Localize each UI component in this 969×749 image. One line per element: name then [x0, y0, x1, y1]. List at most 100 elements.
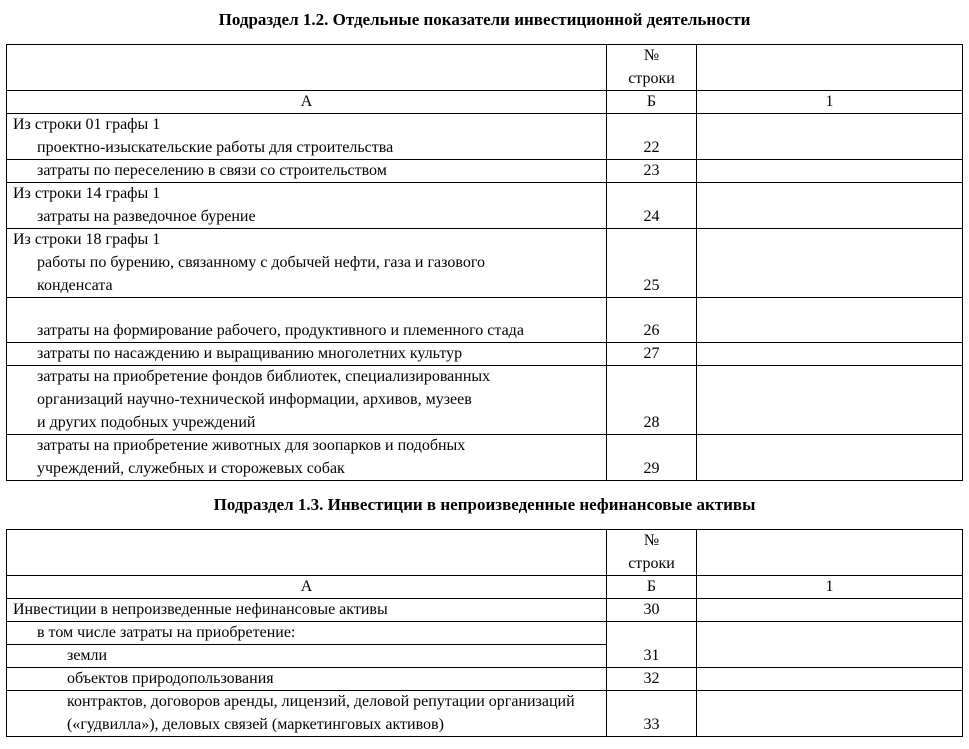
cell-1 — [697, 366, 963, 389]
table-row: Из строки 18 графы 1 — [7, 229, 963, 252]
header-num-top: № — [607, 530, 697, 553]
table-row: затраты на приобретение животных для зоо… — [7, 435, 963, 458]
cell-a: конденсата — [7, 275, 607, 298]
section-2-title: Подраздел 1.3. Инвестиции в непроизведен… — [6, 495, 963, 515]
cell-b: 29 — [607, 458, 697, 481]
cell-a: контрактов, договоров аренды, лицензий, … — [7, 691, 607, 714]
cell-1 — [697, 714, 963, 737]
header-col-a: А — [7, 91, 607, 114]
cell-a: Инвестиции в непроизведенные нефинансовы… — [7, 599, 607, 622]
table-row: объектов природопользования32 — [7, 668, 963, 691]
cell-a: затраты по переселению в связи со строит… — [7, 160, 607, 183]
table-row: конденсата25 — [7, 275, 963, 298]
table-row: и других подобных учреждений28 — [7, 412, 963, 435]
table-header-row: № — [7, 530, 963, 553]
cell-a — [7, 298, 607, 320]
header-a-blank2 — [7, 553, 607, 576]
table-row: Из строки 01 графы 1 — [7, 114, 963, 137]
cell-1 — [697, 137, 963, 160]
cell-b — [607, 229, 697, 252]
cell-b: 24 — [607, 206, 697, 229]
cell-1 — [697, 458, 963, 481]
cell-b — [607, 691, 697, 714]
header-col-b: Б — [607, 91, 697, 114]
cell-a: Из строки 18 графы 1 — [7, 229, 607, 252]
cell-a: организаций научно-технической информаци… — [7, 389, 607, 412]
cell-1 — [697, 645, 963, 668]
cell-a: затраты на приобретение животных для зоо… — [7, 435, 607, 458]
cell-b: 33 — [607, 714, 697, 737]
cell-1 — [697, 435, 963, 458]
table-row: затраты на разведочное бурение24 — [7, 206, 963, 229]
cell-1 — [697, 183, 963, 206]
cell-1 — [697, 229, 963, 252]
table-row: земли31 — [7, 645, 963, 668]
cell-b — [607, 435, 697, 458]
cell-a: учреждений, служебных и сторожевых собак — [7, 458, 607, 481]
table-row: учреждений, служебных и сторожевых собак… — [7, 458, 963, 481]
table-header-letters: АБ1 — [7, 576, 963, 599]
table-row: затраты по насаждению и выращиванию мног… — [7, 343, 963, 366]
table-header-row: строки — [7, 68, 963, 91]
cell-1 — [697, 114, 963, 137]
cell-a: объектов природопользования — [7, 668, 607, 691]
header-num-bot: строки — [607, 553, 697, 576]
table-row: работы по бурению, связанному с добычей … — [7, 252, 963, 275]
header-num-bot: строки — [607, 68, 697, 91]
header-col-1: 1 — [697, 576, 963, 599]
table-row: затраты по переселению в связи со строит… — [7, 160, 963, 183]
cell-a: работы по бурению, связанному с добычей … — [7, 252, 607, 275]
table-row: затраты на формирование рабочего, продук… — [7, 320, 963, 343]
cell-1 — [697, 206, 963, 229]
cell-b: 26 — [607, 320, 697, 343]
header-a-blank — [7, 530, 607, 553]
cell-b: 31 — [607, 645, 697, 668]
cell-1 — [697, 599, 963, 622]
cell-a: («гудвилла»), деловых связей (маркетинго… — [7, 714, 607, 737]
table-header-letters: АБ1 — [7, 91, 963, 114]
cell-a: затраты на формирование рабочего, продук… — [7, 320, 607, 343]
cell-b: 22 — [607, 137, 697, 160]
cell-b: 28 — [607, 412, 697, 435]
cell-1 — [697, 691, 963, 714]
cell-a: затраты на разведочное бурение — [7, 206, 607, 229]
header-1-blank — [697, 530, 963, 553]
cell-1 — [697, 275, 963, 298]
cell-1 — [697, 622, 963, 645]
cell-b — [607, 114, 697, 137]
section-1-title: Подраздел 1.2. Отдельные показатели инве… — [6, 10, 963, 30]
cell-b — [607, 622, 697, 645]
cell-a: затраты на приобретение фондов библиотек… — [7, 366, 607, 389]
cell-b — [607, 366, 697, 389]
table-header-row: строки — [7, 553, 963, 576]
cell-1 — [697, 389, 963, 412]
table-row: контрактов, договоров аренды, лицензий, … — [7, 691, 963, 714]
table-row: в том числе затраты на приобретение: — [7, 622, 963, 645]
cell-a: Из строки 01 графы 1 — [7, 114, 607, 137]
cell-a: проектно-изыскательские работы для строи… — [7, 137, 607, 160]
cell-1 — [697, 160, 963, 183]
table-row: Инвестиции в непроизведенные нефинансовы… — [7, 599, 963, 622]
cell-a: Из строки 14 графы 1 — [7, 183, 607, 206]
table-row: проектно-изыскательские работы для строи… — [7, 137, 963, 160]
cell-b: 32 — [607, 668, 697, 691]
cell-b: 25 — [607, 275, 697, 298]
table-header-row: № — [7, 45, 963, 68]
header-col-a: А — [7, 576, 607, 599]
cell-1 — [697, 298, 963, 320]
header-1-blank2 — [697, 68, 963, 91]
cell-1 — [697, 668, 963, 691]
header-col-1: 1 — [697, 91, 963, 114]
cell-b — [607, 252, 697, 275]
cell-a: в том числе затраты на приобретение: — [7, 622, 607, 645]
table-row — [7, 298, 963, 320]
header-a-blank2 — [7, 68, 607, 91]
table-1: №строкиАБ1Из строки 01 графы 1проектно-и… — [6, 44, 963, 481]
cell-b — [607, 389, 697, 412]
table-row: («гудвилла»), деловых связей (маркетинго… — [7, 714, 963, 737]
header-num-top: № — [607, 45, 697, 68]
table-row: Из строки 14 графы 1 — [7, 183, 963, 206]
header-1-blank — [697, 45, 963, 68]
cell-1 — [697, 412, 963, 435]
header-1-blank2 — [697, 553, 963, 576]
